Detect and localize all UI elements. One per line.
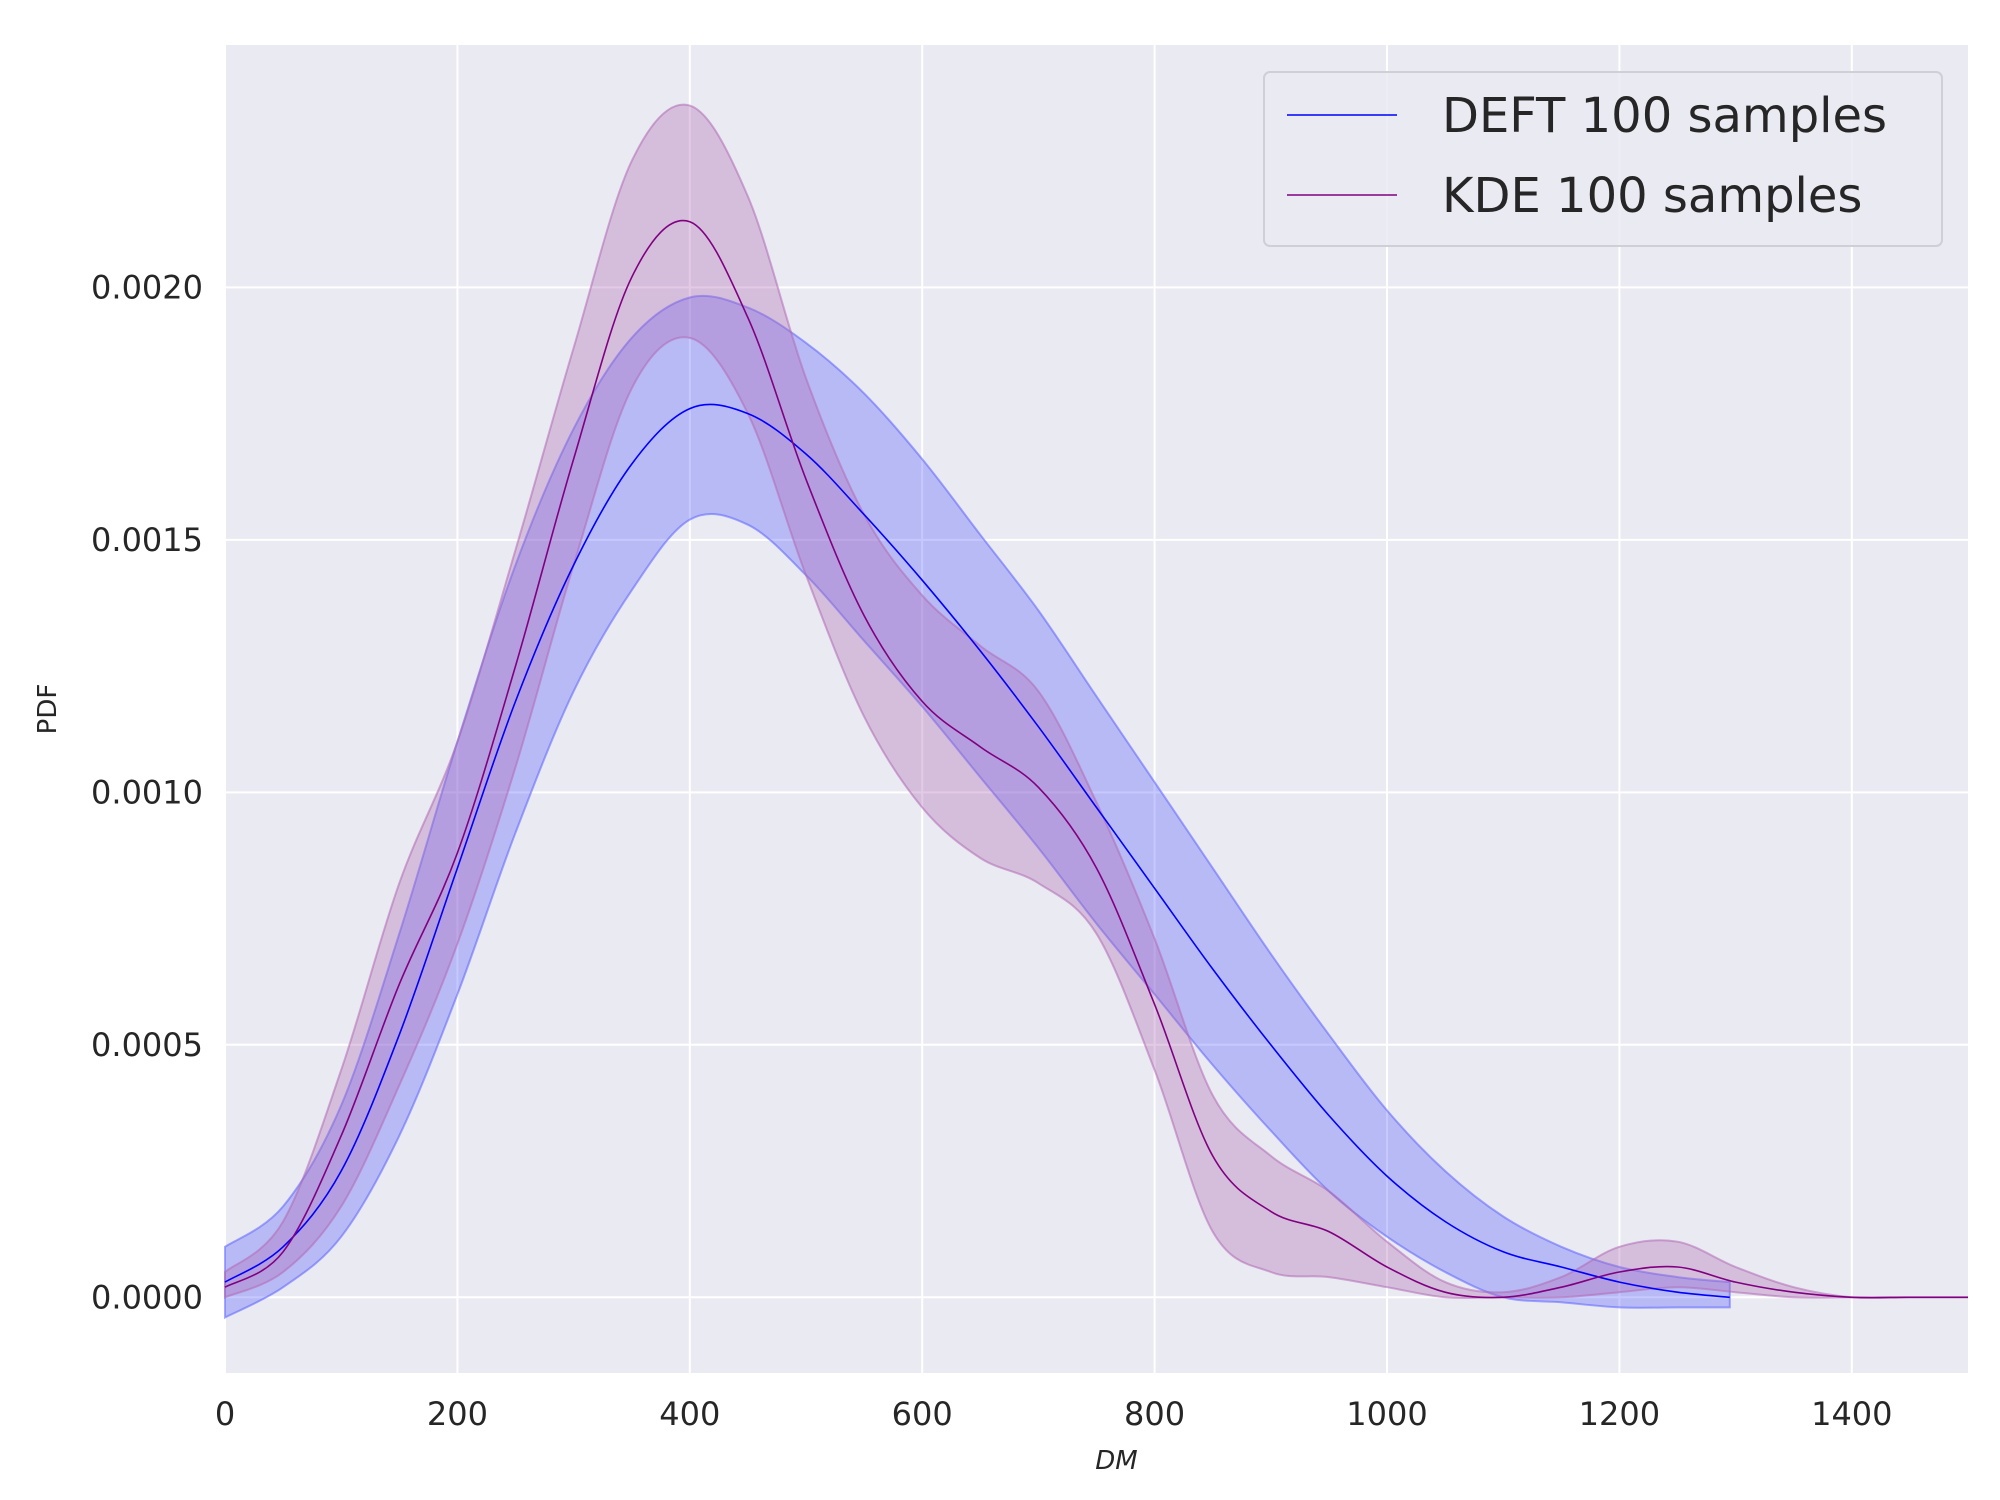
band-deft [224, 294, 1731, 1320]
horizontal-gridlines [225, 286, 1968, 1299]
line-deft [224, 403, 1730, 1299]
x-tick-label: 200 [427, 1395, 488, 1433]
legend: DEFT 100 samples KDE 100 samples [1263, 71, 1943, 247]
x-tick-label: 1000 [1346, 1395, 1427, 1433]
x-tick-labels: 0 200 400 600 800 1000 1200 1400 [215, 1395, 1893, 1433]
x-axis-label: DM [1095, 1446, 1137, 1476]
x-tick-label: 1200 [1579, 1395, 1660, 1433]
x-tick-label: 800 [1124, 1395, 1185, 1433]
legend-label-kde: KDE 100 samples [1442, 168, 1862, 224]
legend-label-deft: DEFT 100 samples [1442, 88, 1887, 144]
series-lines [224, 219, 1968, 1299]
x-tick-label: 600 [892, 1395, 953, 1433]
vertical-gridlines [224, 45, 1853, 1373]
y-tick-label: 0.0000 [91, 1278, 203, 1316]
x-tick-label: 400 [659, 1395, 720, 1433]
plot-background [225, 45, 1968, 1373]
x-tick-label: 0 [215, 1395, 235, 1433]
x-tick-label: 1400 [1811, 1395, 1892, 1433]
y-tick-labels: 0.0000 0.0005 0.0010 0.0015 0.0020 [91, 268, 203, 1316]
y-tick-label: 0.0020 [91, 268, 203, 306]
y-tick-label: 0.0005 [91, 1026, 203, 1064]
line-kde [224, 219, 1968, 1299]
legend-box [1263, 71, 1943, 247]
y-tick-label: 0.0010 [91, 773, 203, 811]
y-axis-label: PDF [33, 684, 63, 735]
y-tick-label: 0.0015 [91, 521, 203, 559]
